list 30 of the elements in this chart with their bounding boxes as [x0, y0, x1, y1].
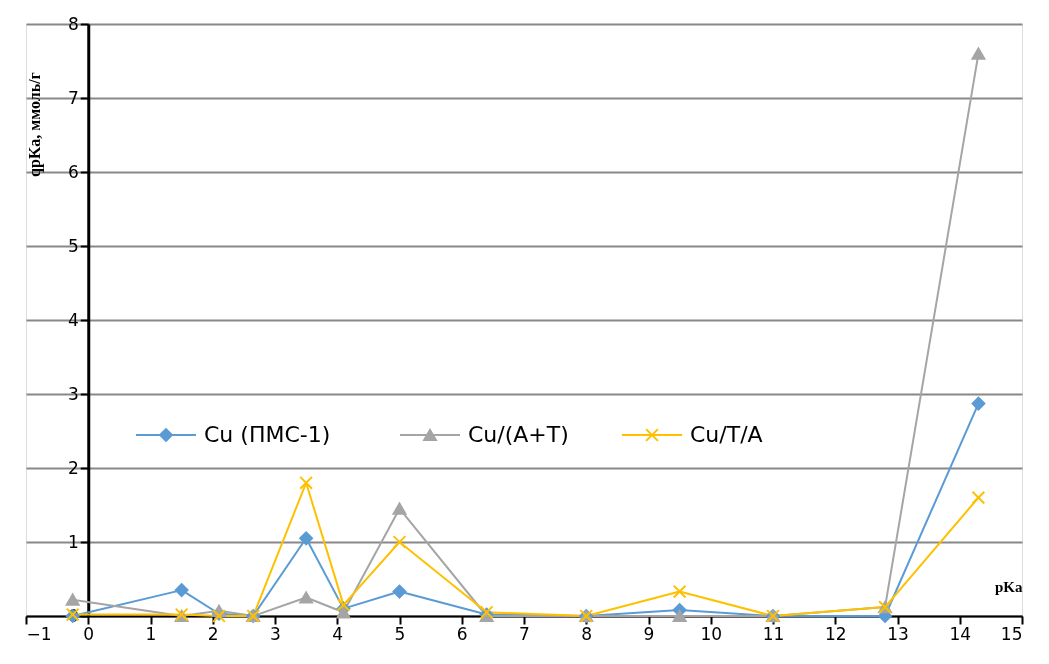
x-tick-label: 11 — [762, 623, 785, 644]
y-tick-label: 7 — [67, 87, 79, 108]
x-tick-label: 5 — [394, 623, 406, 644]
y-tick-label: 8 — [67, 13, 79, 34]
y-tick-label: 1 — [67, 531, 79, 552]
legend-label: Cu/(A+T) — [468, 422, 569, 447]
y-axis-title: qpKa, ммоль/г — [25, 72, 44, 177]
x-tick-label: 15 — [1000, 623, 1023, 644]
x-tick-label: 6 — [456, 623, 468, 644]
y-tick-label: 2 — [67, 457, 79, 478]
x-tick-label: 14 — [949, 623, 972, 644]
legend-label: Cu/T/A — [690, 422, 763, 447]
x-tick-label: 12 — [824, 623, 847, 644]
y-tick-label: 5 — [67, 235, 79, 256]
x-tick-label: 7 — [519, 623, 530, 644]
x-tick-label: 4 — [332, 623, 344, 644]
x-tick-label: 8 — [581, 623, 593, 644]
x-tick-label: 1 — [145, 623, 157, 644]
x-tick-label: 13 — [887, 623, 909, 644]
y-tick-label: 4 — [67, 309, 79, 330]
x-tick-label: 3 — [270, 623, 281, 644]
y-tick-label: 6 — [67, 161, 79, 182]
x-tick-label: 2 — [207, 623, 219, 644]
y-tick-label: 3 — [67, 383, 79, 404]
x-tick-label: 9 — [643, 623, 655, 644]
x-tick-label: 0 — [83, 623, 95, 644]
legend-label: Cu (ПМС-1) — [204, 422, 331, 447]
x-axis-title: pKa — [994, 578, 1023, 595]
x-tick-label: −1 — [26, 623, 52, 644]
x-tick-label: 10 — [700, 623, 723, 644]
